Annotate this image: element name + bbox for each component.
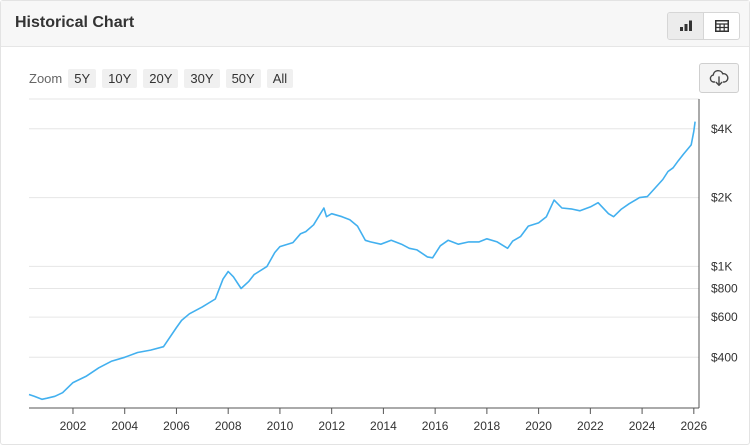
y-tick-label: $600 — [711, 310, 738, 324]
price-series-line — [28, 121, 696, 401]
x-tick-label: 2012 — [318, 419, 345, 433]
x-tick-label: 2006 — [163, 419, 190, 433]
bar-chart-icon — [679, 20, 692, 31]
x-tick-label: 2002 — [60, 419, 87, 433]
page-title: Historical Chart — [15, 14, 135, 31]
y-tick-label: $2K — [711, 191, 732, 205]
x-tick-label: 2022 — [577, 419, 604, 433]
x-tick-label: 2010 — [267, 419, 294, 433]
download-button[interactable] — [699, 63, 739, 93]
y-tick-label: $4K — [711, 122, 732, 136]
zoom-30y-button[interactable]: 30Y — [184, 69, 220, 88]
x-tick-label: 2020 — [525, 419, 552, 433]
cloud-download-icon — [709, 70, 729, 86]
zoom-label: Zoom — [29, 71, 63, 86]
y-tick-label: $800 — [711, 282, 738, 296]
table-icon — [714, 20, 729, 32]
x-tick-label: 2026 — [680, 419, 707, 433]
zoom-50y-button[interactable]: 50Y — [225, 69, 261, 88]
view-toggle — [667, 12, 740, 40]
table-view-button[interactable] — [703, 13, 739, 39]
zoom-20y-button[interactable]: 20Y — [143, 69, 179, 88]
x-tick-label: 2008 — [215, 419, 242, 433]
x-tick-label: 2018 — [474, 419, 501, 433]
zoom-controls: Zoom 5Y 10Y 20Y 30Y 50Y All — [29, 69, 299, 88]
x-tick-label: 2016 — [422, 419, 449, 433]
chart-view-button[interactable] — [668, 13, 703, 39]
y-tick-label: $400 — [711, 350, 738, 364]
y-tick-label: $1K — [711, 259, 732, 273]
zoom-10y-button[interactable]: 10Y — [102, 69, 138, 88]
zoom-5y-button[interactable]: 5Y — [68, 69, 97, 88]
card-header: Historical Chart — [1, 1, 749, 47]
x-tick-label: 2014 — [370, 419, 397, 433]
x-tick-label: 2004 — [111, 419, 138, 433]
x-tick-label: 2024 — [629, 419, 656, 433]
zoom-all-button[interactable]: All — [266, 69, 294, 88]
